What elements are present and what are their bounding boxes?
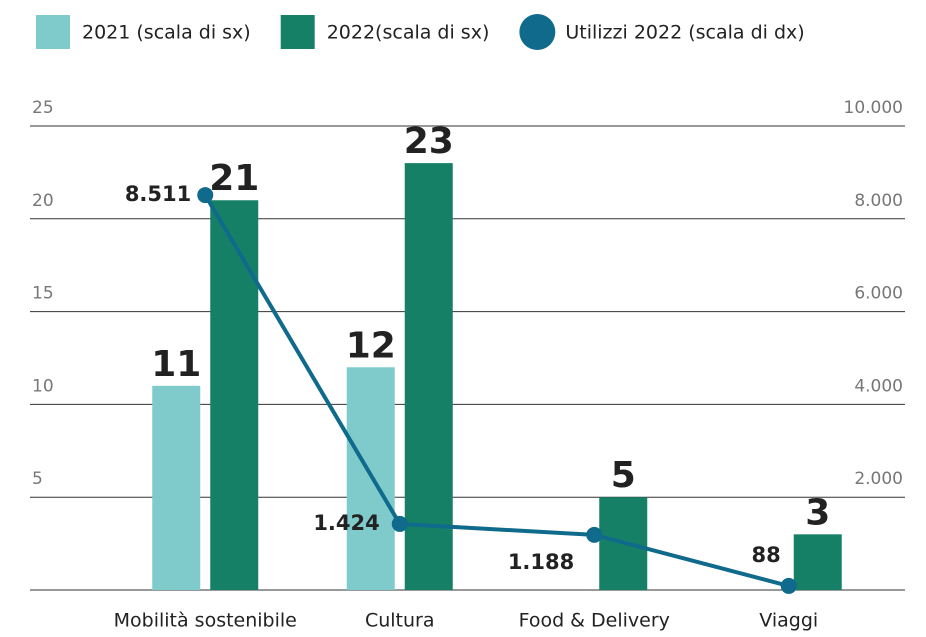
line-value-label: 1.188	[508, 550, 574, 574]
line-point	[391, 515, 408, 532]
bar-value-label: 11	[151, 344, 201, 385]
y2-tick-label: 2.000	[854, 469, 903, 489]
legend-label: 2021 (scala di sx)	[82, 22, 251, 44]
line	[203, 194, 790, 588]
x-tick-label: Mobilità sostenibile	[114, 610, 297, 632]
y-tick-label: 15	[32, 284, 54, 304]
line-point	[197, 187, 214, 204]
bar	[793, 534, 842, 590]
line-value-label: 1.424	[313, 511, 379, 535]
bar	[210, 200, 259, 591]
bar	[152, 385, 201, 590]
legend-swatch	[36, 15, 70, 49]
y2-tick-label: 4.000	[854, 376, 903, 396]
bar-value-label: 21	[209, 158, 259, 199]
legend-swatch	[280, 15, 315, 49]
line-value-label: 88	[752, 543, 781, 567]
y-tick-label: 10	[32, 376, 54, 396]
legend-label: 2022(scala di sx)	[327, 22, 490, 44]
bar-value-label: 3	[805, 492, 830, 533]
line-point	[780, 577, 797, 594]
line-point	[586, 526, 603, 543]
legend-label: Utilizzi 2022 (scala di dx)	[565, 22, 804, 44]
bar-value-label: 12	[346, 325, 396, 366]
y-tick-label: 20	[32, 191, 54, 211]
line-value-label: 8.511	[125, 182, 191, 206]
y2-tick-label: 6.000	[854, 284, 903, 304]
y-tick-label: 25	[32, 98, 54, 118]
bar-value-label: 5	[611, 455, 636, 496]
bar-value-label: 23	[404, 121, 454, 162]
x-tick-label: Food & Delivery	[519, 610, 670, 632]
y2-tick-label: 8.000	[854, 191, 903, 211]
x-tick-label: Viaggi	[759, 610, 818, 632]
y2-tick-label: 10.000	[844, 98, 903, 118]
y-tick-label: 5	[32, 469, 43, 489]
legend-swatch	[519, 14, 556, 50]
bar	[404, 163, 453, 590]
x-tick-label: Cultura	[365, 610, 435, 632]
